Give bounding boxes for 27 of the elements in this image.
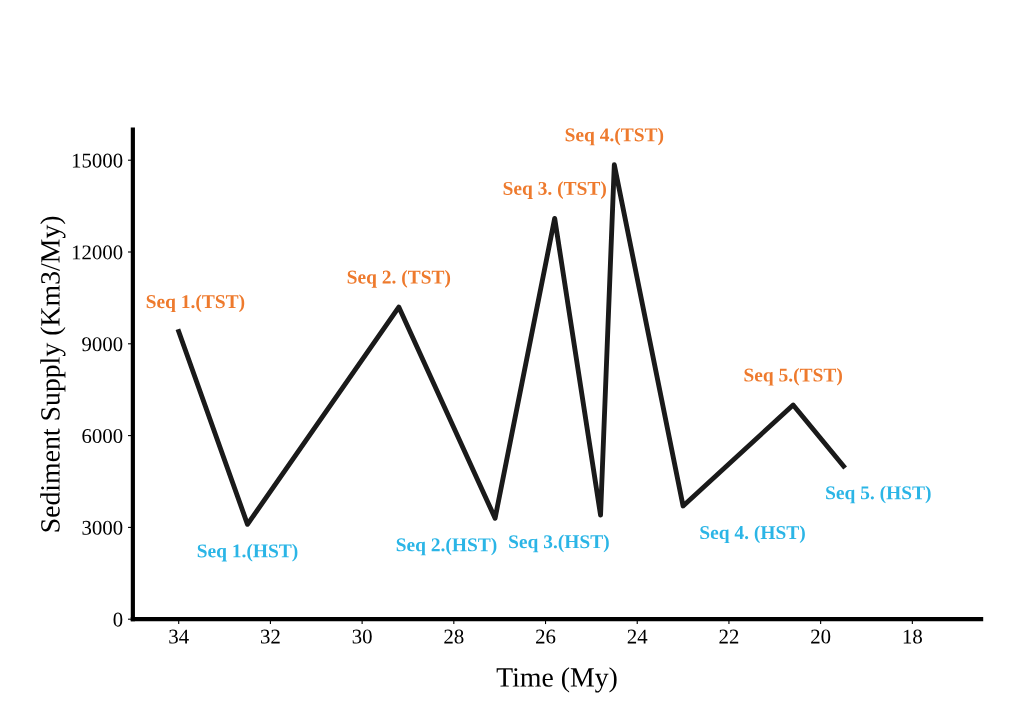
- y-axis-title: Sediment Supply (Km3/My): [40, 216, 66, 532]
- annotation: Seq 2.(HST): [396, 537, 497, 556]
- annotation: Seq 4.(TST): [565, 127, 664, 146]
- x-tick-label: 28: [444, 629, 464, 644]
- x-tick-label: 30: [352, 629, 372, 644]
- annotation: Seq 3.(HST): [509, 534, 609, 553]
- y-tick-label: 12000: [72, 245, 123, 260]
- annotation: Seq 2. (TST): [347, 270, 451, 288]
- annotation: Seq 5.(TST): [744, 367, 842, 386]
- x-tick-label: 22: [719, 629, 739, 644]
- x-axis-title: Time (My): [496, 667, 617, 693]
- x-tick-label: 26: [536, 629, 556, 644]
- y-tick-label: 6000: [82, 428, 123, 444]
- y-tick-label: 3000: [82, 520, 123, 535]
- annotation: Seq 1.(HST): [197, 543, 298, 562]
- annotation: Seq 5. (HST): [826, 485, 931, 504]
- x-tick-label: 34: [169, 629, 189, 644]
- annotation: Seq 4. (HST): [700, 525, 805, 544]
- y-tick-label: 9000: [82, 337, 123, 352]
- y-tick-label: 15000: [72, 153, 123, 168]
- y-tick-label: 0: [113, 612, 123, 627]
- x-tick-label: 18: [903, 629, 922, 644]
- x-tick-label: 32: [261, 629, 280, 644]
- x-tick-label: 20: [811, 629, 831, 644]
- x-tick-label: 24: [627, 629, 648, 644]
- annotation: Seq 3. (TST): [503, 181, 606, 199]
- annotation: Seq 1.(TST): [146, 294, 245, 313]
